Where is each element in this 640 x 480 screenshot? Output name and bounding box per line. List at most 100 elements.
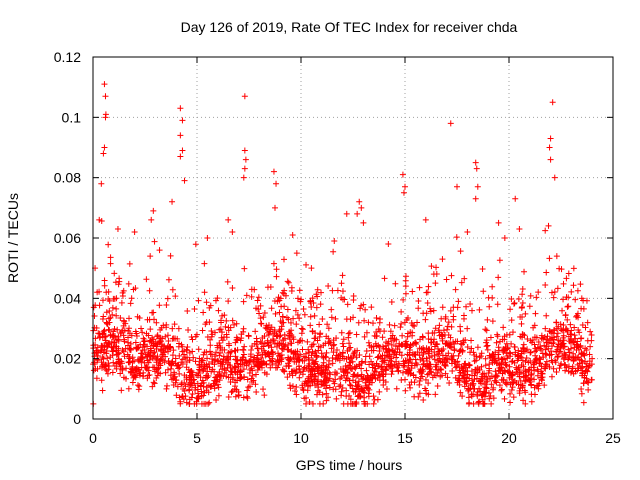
data-point: [583, 297, 590, 304]
data-point: [406, 344, 413, 351]
data-point: [542, 365, 549, 372]
data-point: [127, 340, 134, 347]
data-point: [447, 120, 454, 127]
data-point: [115, 337, 122, 344]
data-point: [309, 357, 316, 364]
data-point: [125, 334, 132, 341]
data-point: [287, 385, 294, 392]
data-point: [365, 319, 372, 326]
data-point: [498, 386, 505, 393]
data-point: [299, 382, 306, 389]
data-point: [149, 383, 156, 390]
data-point: [388, 298, 395, 305]
data-point: [454, 379, 461, 386]
data-point: [519, 286, 526, 293]
data-point: [225, 340, 232, 347]
data-point: [245, 384, 252, 391]
data-point: [232, 356, 239, 363]
data-point: [312, 330, 319, 337]
data-point: [434, 370, 441, 377]
data-point: [225, 298, 232, 305]
data-point: [200, 309, 207, 316]
data-point: [244, 376, 251, 383]
data-point: [125, 280, 132, 287]
data-point: [432, 280, 439, 287]
data-point: [554, 330, 561, 337]
data-point: [425, 391, 432, 398]
data-point: [220, 356, 227, 363]
data-point: [483, 384, 490, 391]
data-point: [179, 147, 186, 154]
data-point: [531, 341, 538, 348]
data-point: [286, 363, 293, 370]
data-point: [403, 368, 410, 375]
data-point: [240, 351, 247, 358]
data-point: [270, 351, 277, 358]
data-point: [214, 295, 221, 302]
data-point: [314, 378, 321, 385]
data-point: [268, 324, 275, 331]
data-point: [353, 373, 360, 380]
data-point: [131, 373, 138, 380]
data-point: [358, 373, 365, 380]
data-point: [285, 332, 292, 339]
data-point: [150, 309, 157, 316]
data-point: [542, 325, 549, 332]
data-point: [203, 349, 210, 356]
data-point: [285, 360, 292, 367]
data-point: [280, 319, 287, 326]
data-point: [332, 315, 339, 322]
data-point: [138, 325, 145, 332]
data-point: [251, 340, 258, 347]
data-point: [347, 382, 354, 389]
data-point: [503, 362, 510, 369]
data-point: [373, 329, 380, 336]
data-point: [543, 362, 550, 369]
data-point: [396, 349, 403, 356]
data-point: [141, 338, 148, 345]
data-point: [301, 357, 308, 364]
data-point: [332, 356, 339, 363]
data-point: [399, 171, 406, 178]
data-point: [522, 389, 529, 396]
data-point: [357, 393, 364, 400]
data-point: [121, 353, 128, 360]
data-point: [543, 269, 550, 276]
data-point: [436, 329, 443, 336]
data-point: [402, 277, 409, 284]
data-point: [322, 374, 329, 381]
data-point: [217, 326, 224, 333]
data-point: [207, 348, 214, 355]
data-point: [290, 315, 297, 322]
data-point: [531, 384, 538, 391]
data-point: [241, 265, 248, 272]
data-point: [215, 358, 222, 365]
data-point: [309, 367, 316, 374]
data-point: [129, 365, 136, 372]
data-point: [272, 204, 278, 211]
data-point: [111, 339, 118, 346]
data-point: [306, 399, 313, 406]
data-point: [131, 228, 138, 235]
data-point: [556, 265, 563, 272]
data-point: [531, 367, 538, 374]
data-point: [411, 323, 418, 330]
data-point: [538, 377, 545, 384]
data-point: [95, 349, 102, 356]
data-point: [420, 358, 427, 365]
data-point: [191, 305, 198, 312]
data-point: [346, 340, 353, 347]
data-point: [207, 302, 214, 309]
data-point: [170, 375, 177, 382]
x-axis-title: GPS time / hours: [296, 457, 403, 473]
data-point: [527, 292, 534, 299]
data-point: [531, 376, 538, 383]
data-point: [208, 383, 215, 390]
data-point: [515, 381, 522, 388]
data-point: [311, 360, 318, 367]
data-point: [154, 372, 161, 379]
data-point: [459, 347, 466, 354]
data-point: [105, 241, 112, 248]
data-point: [330, 337, 337, 344]
data-point: [588, 376, 595, 383]
